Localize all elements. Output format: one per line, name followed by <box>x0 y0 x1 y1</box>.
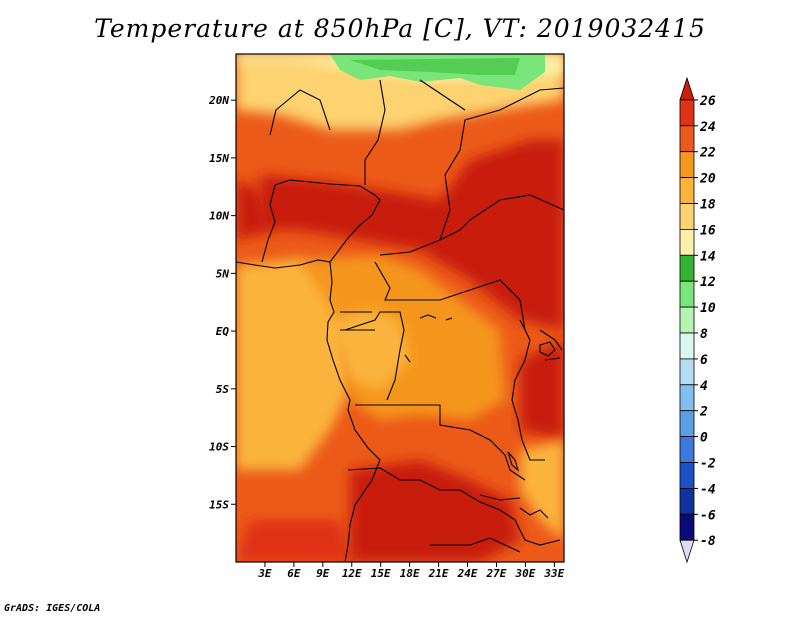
lat-tick-label: EQ <box>216 325 230 338</box>
lon-tick-label: 30E <box>514 567 535 580</box>
colorbar-label: 18 <box>700 198 716 213</box>
colorbar-swatch <box>679 384 695 412</box>
colorbar-label: -4 <box>700 482 716 497</box>
colorbar-swatch <box>679 358 695 386</box>
lon-tick-label: 27E <box>486 567 507 580</box>
lon-tick-label: 24E <box>457 567 478 580</box>
colorbar-swatch <box>679 177 695 204</box>
colorbar-swatch <box>679 462 695 489</box>
colorbar-label: 20 <box>699 172 716 187</box>
temperature-field <box>236 54 564 562</box>
map-title: Temperature at 850hPa [C], VT: 201903241… <box>94 14 706 43</box>
colorbar-label: -8 <box>700 534 716 549</box>
lat-tick-label: 5N <box>216 267 230 280</box>
lon-tick-label: 15E <box>371 567 391 580</box>
lat-tick-label: 10S <box>209 441 229 454</box>
lon-tick-label: 21E <box>428 567 449 580</box>
lat-tick-label: 15N <box>209 152 229 165</box>
colorbar-swatch <box>679 99 695 127</box>
colorbar-swatch <box>679 487 695 515</box>
lat-tick-label: 15S <box>209 498 229 511</box>
lat-tick-label: 10N <box>209 210 229 223</box>
lat-tick-label: 5S <box>216 383 230 396</box>
lon-tick-label: 12E <box>342 567 362 580</box>
colorbar-swatch <box>679 332 695 360</box>
credit-text: GrADS: IGES/COLA <box>4 603 101 614</box>
colorbar-label: -6 <box>700 508 716 523</box>
colorbar-label: 2 <box>699 405 708 420</box>
colorbar-label: 24 <box>699 120 716 135</box>
colorbar-swatch <box>679 228 695 256</box>
colorbar-label: 0 <box>700 431 708 446</box>
latitude-axis: 20N 15N 10N 5N EQ 5S 10S 15S <box>208 94 236 511</box>
colorbar-swatch <box>679 280 695 308</box>
colorbar-label: 4 <box>700 379 708 394</box>
colorbar-label: 12 <box>700 275 716 290</box>
colorbar-top-arrow <box>679 76 695 101</box>
colorbar-label: 8 <box>700 327 708 342</box>
colorbar-swatch <box>679 513 695 541</box>
colorbar-swatch <box>679 203 695 230</box>
longitude-axis: 3E 6E 9E 12E 15E 18E 21E 24E 27E 30E 33E <box>257 562 565 580</box>
lon-tick-label: 6E <box>287 567 301 580</box>
colorbar-swatch <box>679 306 695 334</box>
colorbar-label: 26 <box>699 94 716 109</box>
lon-tick-label: 3E <box>257 567 272 580</box>
colorbar-label: 16 <box>700 223 716 238</box>
lat-tick-label: 20N <box>208 94 229 107</box>
colorbar-swatch <box>679 436 695 463</box>
colorbar-label: 14 <box>700 249 716 264</box>
colorbar-label: -2 <box>700 457 716 472</box>
colorbar-swatch <box>679 125 695 153</box>
plot-frame <box>235 53 565 563</box>
colorbar-swatch <box>679 410 695 438</box>
lon-tick-label: 33E <box>543 567 564 580</box>
lon-tick-label: 9E <box>316 567 330 580</box>
colorbar-swatch <box>679 254 695 282</box>
colorbar-label: 6 <box>700 353 708 368</box>
country-borders <box>236 79 564 562</box>
colorbar-swatch <box>679 151 695 178</box>
colorbar-label: 10 <box>700 301 716 316</box>
colorbar-label: 22 <box>699 146 716 161</box>
lon-tick-label: 18E <box>400 567 420 580</box>
colorbar-bottom-arrow <box>679 539 695 564</box>
